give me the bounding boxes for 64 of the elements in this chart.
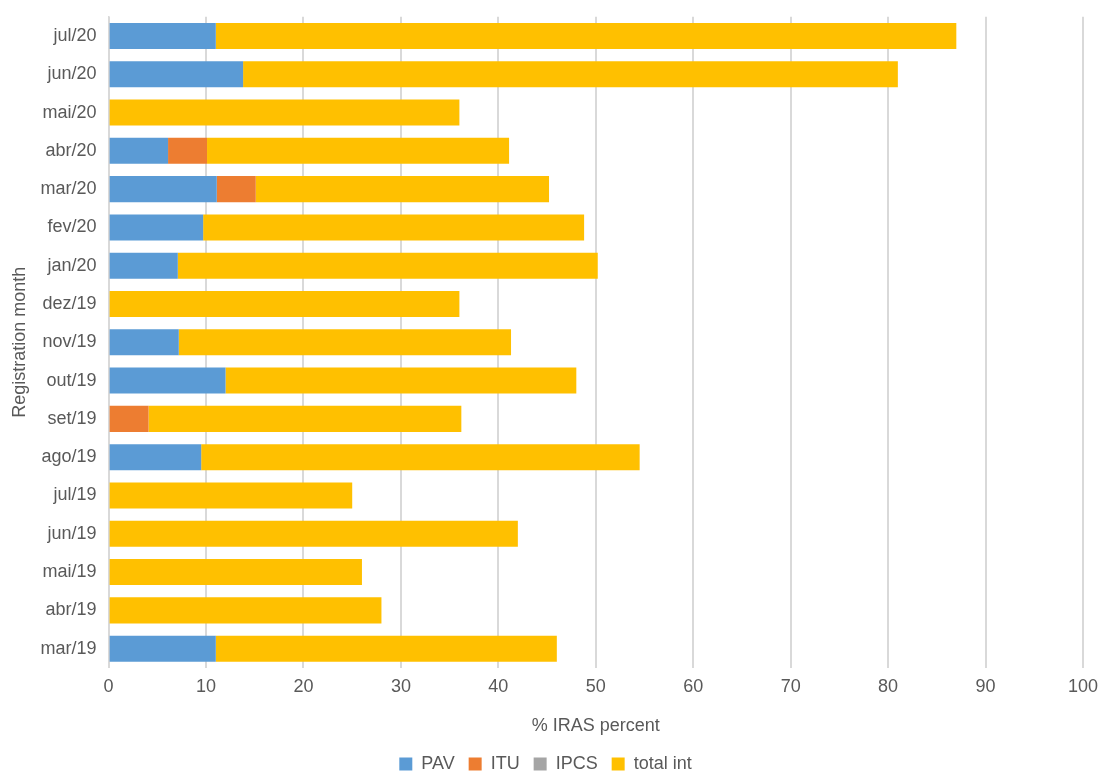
bar: [109, 290, 460, 318]
bar: [207, 137, 510, 164]
x-tick-label: 10: [196, 675, 217, 696]
bar: [109, 61, 244, 88]
bar: [109, 214, 204, 241]
y-tick-label: nov/19: [42, 331, 97, 352]
legend-label: total int: [633, 752, 692, 773]
bar: [255, 176, 550, 203]
x-tick-label: 40: [488, 675, 509, 696]
bar: [109, 559, 362, 586]
y-tick-label: mar/19: [40, 637, 97, 658]
bar: [178, 329, 512, 356]
y-tick-label: dez/19: [42, 292, 97, 313]
bar: [109, 176, 217, 203]
x-axis-title: % IRAS percent: [531, 715, 660, 736]
legend-label: IPCS: [555, 752, 598, 773]
y-tick-label: mar/20: [40, 178, 97, 199]
y-tick-label: out/19: [46, 369, 97, 390]
bar: [109, 252, 178, 279]
bar: [109, 99, 460, 126]
bar: [109, 22, 216, 49]
bar: [109, 444, 202, 471]
bar: [225, 367, 577, 394]
bar: [109, 329, 179, 356]
y-axis-title: Registration month: [8, 266, 29, 418]
bar: [109, 597, 382, 624]
x-tick-label: 80: [878, 675, 899, 696]
bar: [109, 635, 216, 662]
bar: [109, 405, 149, 432]
bar: [109, 367, 226, 394]
y-tick-label: jul/19: [52, 484, 97, 505]
x-tick-label: 70: [780, 675, 801, 696]
y-tick-label: mai/19: [42, 561, 97, 582]
legend-label: PAV: [421, 752, 455, 773]
y-tick-label: abr/19: [45, 599, 97, 620]
y-tick-label: jul/20: [52, 24, 97, 45]
bar: [243, 61, 898, 88]
y-tick-label: jun/20: [46, 63, 97, 84]
bar: [168, 137, 208, 164]
bar: [177, 252, 598, 279]
bar: [109, 137, 169, 164]
bar: [109, 520, 518, 547]
bar: [201, 444, 640, 471]
x-tick-label: 50: [585, 675, 606, 696]
x-tick-label: 0: [103, 675, 114, 696]
y-tick-label: fev/20: [47, 216, 97, 237]
legend-label: ITU: [490, 752, 520, 773]
x-tick-label: 30: [390, 675, 411, 696]
y-tick-label: jan/20: [46, 254, 97, 275]
bar: [109, 482, 353, 509]
bar: [148, 405, 462, 432]
x-tick-label: 100: [1067, 675, 1099, 696]
y-tick-label: set/19: [47, 407, 97, 428]
bar: [216, 176, 256, 203]
bar: [215, 635, 557, 662]
y-tick-label: jun/19: [46, 522, 97, 543]
x-tick-label: 60: [683, 675, 704, 696]
y-tick-label: ago/19: [41, 446, 97, 467]
x-tick-label: 90: [975, 675, 996, 696]
y-tick-label: abr/20: [45, 139, 97, 160]
bar: [215, 22, 957, 49]
x-tick-label: 20: [293, 675, 314, 696]
y-tick-label: mai/20: [42, 101, 97, 122]
bar: [203, 214, 585, 241]
